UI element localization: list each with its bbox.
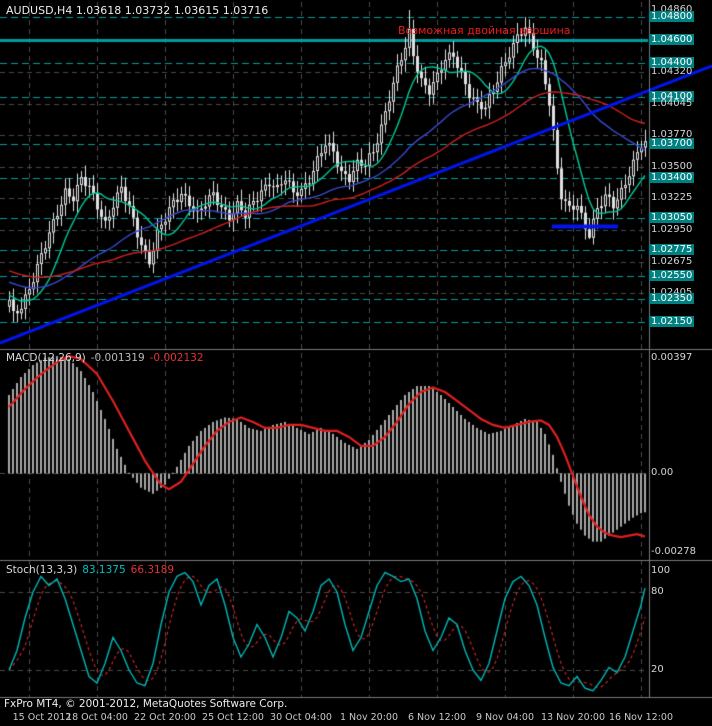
- stoch-k-value: 83.1375: [82, 564, 126, 576]
- price-axis-label: 1.03050: [649, 212, 695, 223]
- price-axis-label: 1.02675: [651, 256, 693, 267]
- stoch-indicator-label: Stoch(13,3,3) 83.1375 66.3189: [6, 564, 174, 576]
- price-axis-label: 1.03400: [649, 172, 695, 183]
- stoch-axis-label: 100: [651, 565, 671, 576]
- price-axis-label: 1.03225: [651, 192, 693, 203]
- price-axis-label: 1.03770: [651, 129, 693, 140]
- macd-axis-label: 0.00: [651, 467, 674, 478]
- time-axis-label: 25 Oct 12:00: [202, 712, 264, 723]
- price-axis-label: 1.04400: [649, 57, 695, 68]
- time-axis-label: 1 Nov 20:00: [339, 712, 398, 723]
- price-axis-label: 1.04320: [651, 66, 693, 77]
- stoch-d-value: 66.3189: [130, 564, 175, 576]
- stoch-axis-label: 20: [651, 664, 664, 675]
- price-axis-label: 1.04800: [649, 11, 695, 22]
- time-axis-label: 9 Nov 04:00: [475, 712, 534, 723]
- price-axis-label: 1.03500: [651, 161, 693, 172]
- price-axis-label: 1.04100: [649, 91, 695, 102]
- price-axis-label: 1.02550: [649, 270, 695, 281]
- time-axis-label: 13 Nov 20:00: [540, 712, 606, 723]
- price-axis-label: 1.02350: [649, 293, 695, 304]
- time-axis-label: 18 Oct 04:00: [66, 712, 128, 723]
- time-axis-label: 30 Oct 04:00: [270, 712, 332, 723]
- price-axis-label: 1.04600: [649, 34, 695, 45]
- price-axis-label: 1.04860: [651, 4, 693, 15]
- time-axis-label: 6 Nov 12:00: [407, 712, 466, 723]
- price-axis-label: 1.03700: [649, 138, 695, 149]
- price-axis-label: 1.02405: [651, 287, 692, 298]
- macd-signal-value: -0.002132: [149, 352, 204, 364]
- price-axis-label: 1.04045: [651, 98, 693, 109]
- time-axis-label: 15 Oct 2012: [12, 712, 72, 723]
- stoch-name: Stoch(13,3,3): [6, 564, 78, 576]
- time-axis-label: 22 Oct 20:00: [134, 712, 196, 723]
- price-axis-label: 1.02150: [649, 316, 695, 327]
- macd-axis-label: 0.00397: [651, 352, 693, 363]
- copyright-text: FxPro MT4, © 2001-2012, MetaQuotes Softw…: [4, 698, 288, 710]
- time-axis-label: 16 Nov 12:00: [608, 712, 674, 723]
- stoch-axis-label: 80: [651, 586, 664, 597]
- macd-indicator-label: MACD(12,26,9) -0.001319 -0.002132: [6, 352, 204, 364]
- double-top-annotation: Возможная двойная вершина: [398, 24, 571, 37]
- macd-main-value: -0.001319: [90, 352, 145, 364]
- macd-axis-label: -0.00278: [651, 546, 696, 557]
- macd-name: MACD(12,26,9): [6, 352, 86, 364]
- chart-title: AUDUSD,H4 1.03618 1.03732 1.03615 1.0371…: [6, 4, 269, 17]
- price-axis-label: 1.02775: [649, 244, 695, 255]
- price-axis-label: 1.02950: [651, 224, 693, 235]
